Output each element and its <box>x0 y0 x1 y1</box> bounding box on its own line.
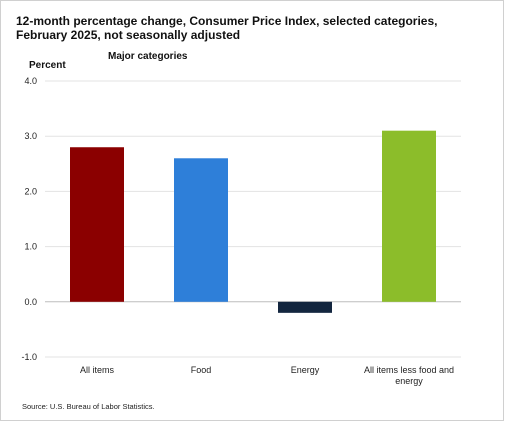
y-tick-label: 0.0 <box>24 297 37 307</box>
bar-energy <box>278 301 332 313</box>
bar-food <box>174 158 228 302</box>
y-tick-label: 2.0 <box>24 186 37 196</box>
x-tick-label: Food <box>191 365 212 375</box>
x-tick-label: All items <box>80 365 115 375</box>
y-axis-label: Percent <box>29 60 66 71</box>
bar-all-items <box>70 147 124 302</box>
chart-title: 12-month percentage change, Consumer Pri… <box>16 14 438 42</box>
x-tick-label: All items less food and energy <box>364 365 454 386</box>
y-tick-label: 3.0 <box>24 131 37 141</box>
y-tick-label: 4.0 <box>24 76 37 86</box>
bar-all-items-less-food-and-energy <box>382 130 436 302</box>
source-note: Source: U.S. Bureau of Labor Statistics. <box>22 402 155 411</box>
y-tick-label: -1.0 <box>21 352 37 362</box>
chart-subtitle: Major categories <box>108 51 188 62</box>
x-tick-label: Energy <box>291 365 320 375</box>
y-tick-label: 1.0 <box>24 242 37 252</box>
